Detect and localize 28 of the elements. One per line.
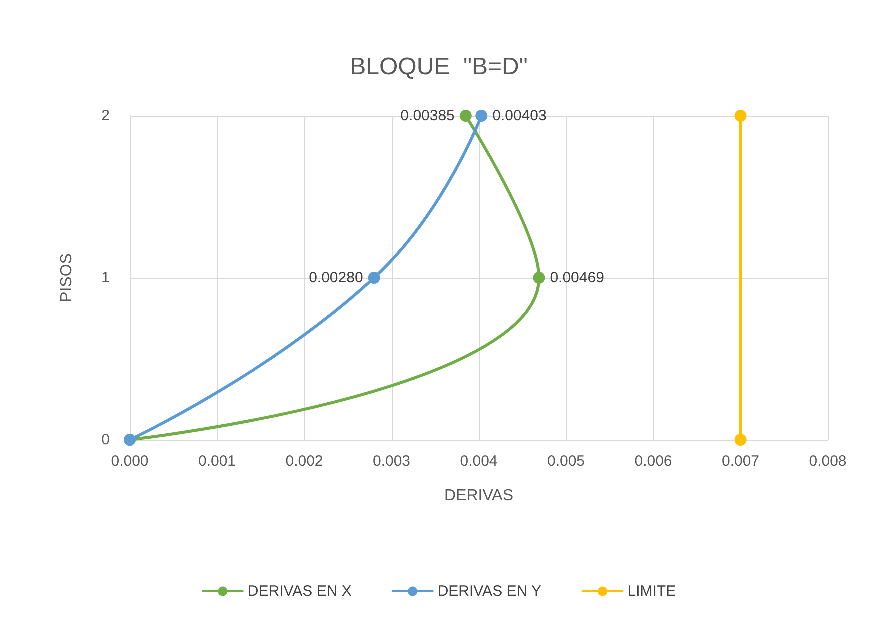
- point: [460, 110, 472, 122]
- y-axis-title: PISOS: [58, 254, 76, 302]
- x-tick-label: 0.006: [634, 453, 672, 470]
- x-tick-label: 0.002: [286, 453, 324, 470]
- x-tick-label: 0.007: [722, 453, 760, 470]
- point: [734, 434, 747, 446]
- x-axis-title: DERIVAS: [444, 488, 514, 504]
- legend-label: LIMITE: [628, 583, 676, 600]
- chart-title: BLOQUE "B=D": [350, 54, 528, 80]
- point: [533, 272, 546, 284]
- y-tick-label: 0: [102, 432, 110, 448]
- y-tick-label: 2: [102, 108, 110, 124]
- legend-label: DERIVAS EN Y: [438, 583, 542, 600]
- legend-label: DERIVAS EN X: [248, 583, 352, 600]
- x-tick-label: 0.003: [372, 453, 411, 470]
- x-tick-label: 0.004: [460, 453, 498, 470]
- y-tick-label: 1: [102, 270, 110, 286]
- x-tick-label: 0.008: [809, 453, 847, 470]
- point: [734, 110, 747, 122]
- x-tick-label: 0.001: [198, 453, 236, 470]
- data-label: 0.00469: [550, 270, 604, 286]
- point: [476, 110, 488, 122]
- data-label: 0.00403: [492, 108, 547, 124]
- data-label: 0.00280: [309, 270, 364, 286]
- x-tick-label: 0.000: [111, 453, 149, 470]
- data-label: 0.00385: [400, 108, 455, 124]
- x-tick-label: 0.005: [547, 453, 586, 470]
- point: [368, 272, 380, 284]
